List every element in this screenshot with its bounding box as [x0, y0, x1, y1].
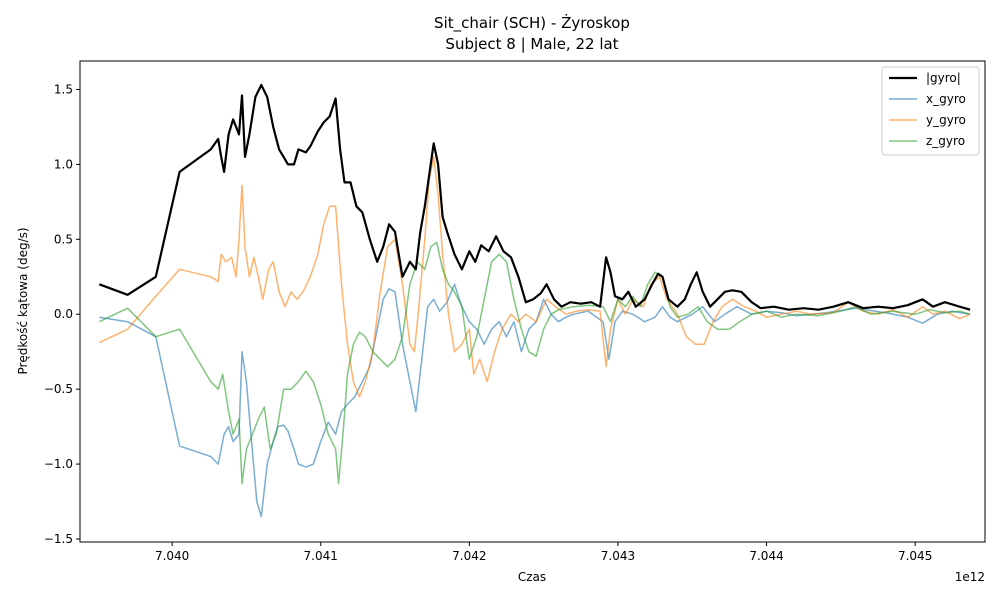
x-axis-label: Czas — [518, 570, 546, 584]
legend-entry-label: x_gyro — [926, 92, 966, 106]
series-line-1 — [99, 283, 971, 518]
y-tick-label: 1.0 — [54, 157, 73, 171]
y-axis: −1.5 −1.0 −0.5 0.0 0.5 1.0 1.5 — [44, 82, 80, 546]
plot-lines — [98, 83, 971, 518]
y-tick-label: 0.5 — [54, 232, 73, 246]
legend: |gyro| x_gyro y_gyro z_gyro — [881, 66, 980, 156]
legend-entry-label: z_gyro — [926, 134, 965, 148]
x-tick-label: 7.044 — [749, 549, 783, 563]
legend-entry-label: |gyro| — [926, 71, 961, 85]
y-tick-label: −1.5 — [44, 532, 73, 546]
x-tick-label: 7.042 — [452, 549, 486, 563]
y-tick-label: 0.0 — [54, 307, 73, 321]
x-tick-label: 7.043 — [601, 549, 635, 563]
x-axis: 7.040 7.041 7.042 7.043 7.044 7.045 — [155, 542, 932, 563]
x-tick-label: 7.041 — [304, 549, 338, 563]
chart-subtitle: Subject 8 | Male, 22 lat — [445, 35, 618, 53]
legend-entry-label: y_gyro — [926, 113, 966, 127]
y-tick-label: −0.5 — [44, 382, 73, 396]
y-axis-label: Prędkość kątowa (deg/s) — [16, 227, 30, 374]
x-tick-label: 7.045 — [898, 549, 932, 563]
plot-frame — [79, 60, 986, 543]
x-axis-offset-label: 1e12 — [955, 570, 985, 584]
x-tick-label: 7.040 — [155, 549, 189, 563]
legend-box — [881, 66, 980, 156]
series-line-0 — [98, 83, 971, 311]
series-line-2 — [98, 156, 971, 398]
series-line-3 — [98, 241, 971, 485]
y-tick-label: −1.0 — [44, 457, 73, 471]
y-tick-label: 1.5 — [54, 82, 73, 96]
chart-title: Sit_chair (SCH) - Żyroskop — [434, 13, 630, 33]
